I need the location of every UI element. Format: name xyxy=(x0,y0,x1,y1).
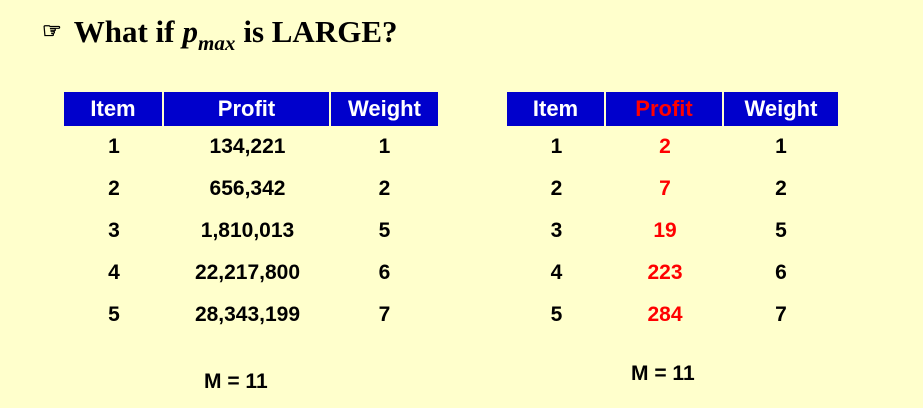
table-row: 3 1,810,013 5 xyxy=(64,210,438,252)
header-weight: Weight xyxy=(331,92,438,126)
cell-item: 5 xyxy=(108,303,120,326)
cell-profit: 223 xyxy=(647,261,683,284)
title-prefix: What if xyxy=(73,14,175,49)
table-header-row: Item Profit Weight xyxy=(507,92,838,126)
cell-item: 1 xyxy=(108,135,120,158)
cell-profit: 22,217,800 xyxy=(194,261,301,284)
cell-profit: 2 xyxy=(659,135,671,158)
cell-profit: 656,342 xyxy=(209,177,286,200)
slide-title: ☞ What if p max is LARGE? xyxy=(42,14,398,58)
cell-weight: 5 xyxy=(378,219,391,242)
cell-item: 3 xyxy=(108,219,120,242)
header-item: Item xyxy=(64,92,164,126)
cell-weight: 7 xyxy=(378,303,391,326)
cell-weight: 1 xyxy=(775,135,787,158)
table-row: 4 22,217,800 6 xyxy=(64,252,438,294)
table-row: 3 19 5 xyxy=(507,210,838,252)
table-row: 4 223 6 xyxy=(507,252,838,294)
title-subscript: max xyxy=(197,31,236,55)
cell-profit: 1,810,013 xyxy=(200,219,295,242)
cell-item: 1 xyxy=(550,135,563,158)
table-row: 2 7 2 xyxy=(507,168,838,210)
cell-weight: 2 xyxy=(378,177,391,200)
cell-item: 2 xyxy=(108,177,120,200)
cell-item: 4 xyxy=(108,261,120,284)
right-capacity-label: M = 11 xyxy=(631,362,695,385)
table-row: 1 2 1 xyxy=(507,126,838,168)
cell-weight: 5 xyxy=(775,219,787,242)
header-weight: Weight xyxy=(724,92,838,126)
cell-weight: 6 xyxy=(378,261,391,284)
title-suffix: is LARGE? xyxy=(243,14,398,49)
left-capacity-label: M = 11 xyxy=(204,370,268,393)
cell-item: 4 xyxy=(550,261,563,284)
cell-profit: 284 xyxy=(647,303,683,326)
cell-item: 5 xyxy=(550,303,563,326)
cell-profit: 134,221 xyxy=(209,135,286,158)
table-row: 5 28,343,199 7 xyxy=(64,294,438,336)
table-header-row: Item Profit Weight xyxy=(64,92,438,126)
header-profit: Profit xyxy=(606,92,724,126)
right-item-table: Item Profit Weight 1 2 1 2 7 2 3 19 5 4 … xyxy=(507,92,838,336)
left-item-table: Item Profit Weight 1 134,221 1 2 656,342… xyxy=(64,92,438,336)
cell-profit: 19 xyxy=(653,219,677,242)
cell-profit: 28,343,199 xyxy=(194,303,301,326)
cell-weight: 7 xyxy=(775,303,787,326)
title-variable: p xyxy=(182,14,198,49)
table-row: 1 134,221 1 xyxy=(64,126,438,168)
cell-item: 2 xyxy=(550,177,563,200)
cell-weight: 1 xyxy=(378,135,391,158)
cell-weight: 2 xyxy=(775,177,787,200)
table-row: 2 656,342 2 xyxy=(64,168,438,210)
pointing-hand-icon: ☞ xyxy=(42,18,62,43)
header-item: Item xyxy=(507,92,606,126)
table-row: 5 284 7 xyxy=(507,294,838,336)
header-profit: Profit xyxy=(164,92,331,126)
cell-item: 3 xyxy=(550,219,563,242)
cell-weight: 6 xyxy=(775,261,787,284)
cell-profit: 7 xyxy=(659,177,671,200)
